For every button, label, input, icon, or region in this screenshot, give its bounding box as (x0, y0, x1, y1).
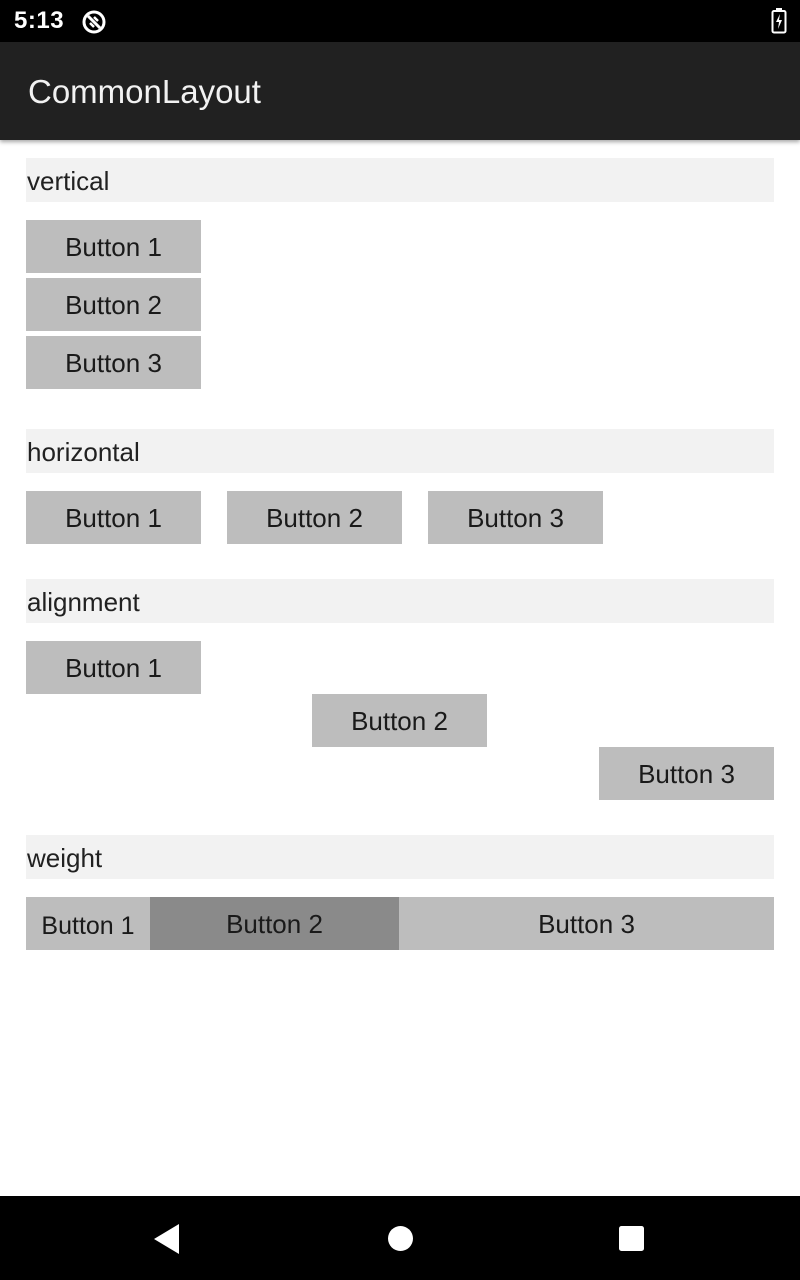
alignment-button-3[interactable]: Button 3 (599, 747, 774, 800)
section-header-vertical: vertical (26, 158, 774, 202)
app-title: CommonLayout (28, 73, 261, 110)
status-bar: 5:13 (0, 0, 800, 42)
battery-charging-icon (771, 8, 787, 34)
horizontal-button-3[interactable]: Button 3 (428, 491, 603, 544)
section-header-horizontal: horizontal (26, 429, 774, 473)
recents-icon[interactable] (618, 1225, 645, 1252)
section-header-alignment: alignment (26, 579, 774, 623)
alignment-button-1[interactable]: Button 1 (26, 641, 201, 694)
weight-button-2[interactable]: Button 2 (150, 897, 399, 950)
back-icon[interactable] (152, 1223, 180, 1255)
app-bar: CommonLayout (0, 42, 800, 140)
weight-button-1[interactable]: Button 1 (26, 897, 150, 950)
home-icon[interactable] (387, 1225, 414, 1252)
vertical-button-3[interactable]: Button 3 (26, 336, 201, 389)
section-header-weight: weight (26, 835, 774, 879)
sync-icon (82, 10, 106, 34)
vertical-button-2[interactable]: Button 2 (26, 278, 201, 331)
alignment-button-2[interactable]: Button 2 (312, 694, 487, 747)
horizontal-button-1[interactable]: Button 1 (26, 491, 201, 544)
weight-button-3[interactable]: Button 3 (399, 897, 774, 950)
status-time: 5:13 (14, 7, 65, 34)
vertical-button-1[interactable]: Button 1 (26, 220, 201, 273)
horizontal-button-2[interactable]: Button 2 (227, 491, 402, 544)
